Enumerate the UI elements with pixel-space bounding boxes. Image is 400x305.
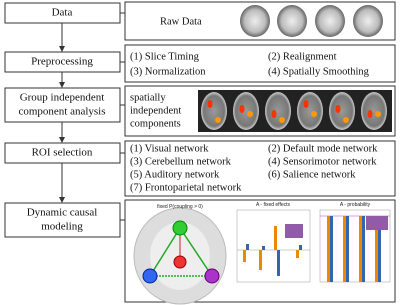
slice-shape [329, 92, 355, 130]
detail-panel [124, 140, 396, 197]
slice-shape [207, 100, 213, 108]
connectors [120, 12, 125, 221]
detail-item: (1) Visual network [130, 143, 209, 154]
detail-text: components [130, 118, 181, 129]
detail-text: Raw Data [160, 16, 202, 27]
figure-title: fixed P(coupling > 0) [157, 204, 203, 210]
detail-item: (5) Auditory network [130, 169, 220, 180]
detail-panel [124, 44, 396, 83]
detail-item: (3) Cerebellum network [130, 156, 232, 167]
step-label: modeling [41, 221, 83, 233]
step-box [4, 202, 121, 238]
slice-shape [303, 100, 309, 108]
slice-shape [343, 117, 349, 123]
slice-shape [239, 105, 245, 113]
detail-item: (4) Spatially Smoothing [268, 66, 370, 77]
step-label: Data [52, 7, 73, 19]
step-label: Preprocessing [31, 56, 93, 68]
slice-shape [367, 110, 373, 118]
figure-title: A - probability [340, 202, 371, 208]
slice-shape [335, 105, 341, 113]
raw-brain-images [240, 5, 383, 37]
slice-shape [279, 117, 285, 123]
detail-item: (6) Salience network [268, 169, 356, 180]
slice-shape [265, 92, 291, 130]
detail-item: (1) Slice Timing [130, 51, 200, 62]
slice-shape [201, 92, 227, 130]
detail-item: (4) Sensorimotor network [268, 156, 377, 167]
detail-text: independent [130, 105, 181, 116]
slice-shape [311, 111, 317, 117]
step-label: ROI selection [32, 147, 93, 159]
slice-shape [375, 111, 381, 117]
slice-shape [297, 92, 323, 130]
slice-shape [233, 92, 259, 130]
detail-item: (3) Normalization [130, 66, 206, 77]
slice-shape [247, 111, 253, 117]
detail-item: (7) Frontoparietal network [130, 182, 242, 193]
step-label: Group independent [20, 92, 105, 104]
step-label: Dynamic causal [27, 207, 98, 219]
detail-item: (2) Realignment [268, 51, 337, 62]
ica-component-slices [198, 90, 392, 132]
figure-title: A - fixed effects [256, 202, 291, 208]
probability-chart: A - probability [319, 202, 391, 283]
dcm-network-figure: fixed P(coupling > 0) [133, 204, 227, 305]
detail-item: (2) Default mode network [268, 143, 378, 154]
detail-text: spatially [130, 92, 166, 103]
fixed-effects-chart: A - fixed effects [236, 202, 311, 283]
slice-shape [271, 110, 277, 118]
slice-shape [361, 92, 387, 130]
slice-shape [215, 117, 221, 123]
step-label: component analysis [18, 106, 105, 118]
